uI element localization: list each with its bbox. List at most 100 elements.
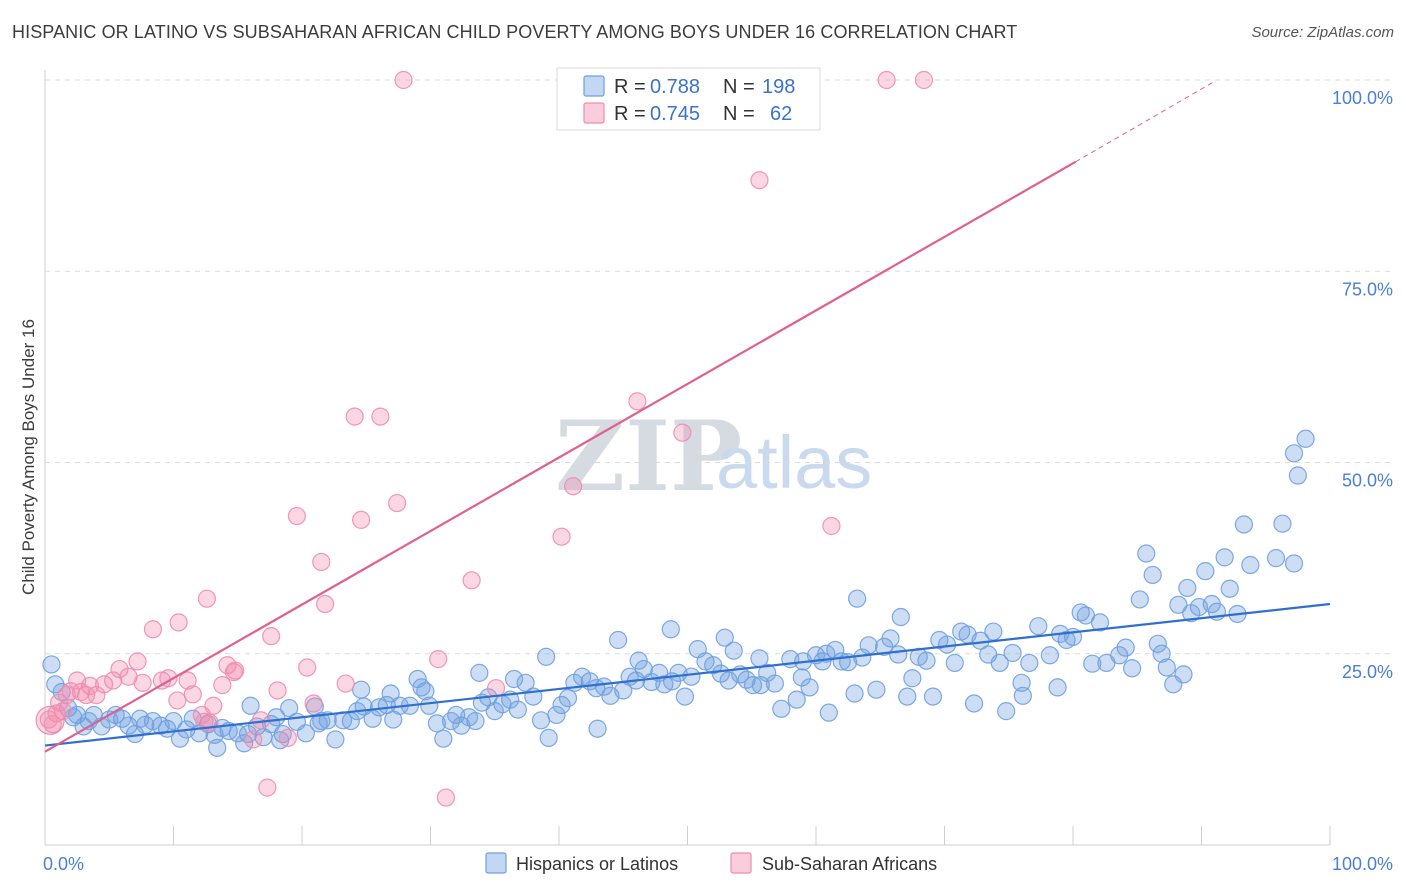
y-tick-label: 25.0% (1342, 662, 1393, 682)
data-point (859, 636, 878, 655)
data-point (312, 711, 331, 731)
data-point (1020, 653, 1039, 673)
data-point (238, 724, 258, 744)
x-tick-label-min: 0.0% (43, 854, 84, 874)
data-point (371, 407, 390, 426)
data-point (903, 669, 922, 688)
data-point (537, 647, 556, 666)
data-point (104, 671, 123, 690)
legend-swatch-hispanic (485, 852, 507, 874)
data-point (719, 671, 738, 690)
data-point (1071, 603, 1090, 622)
data-point (241, 696, 260, 715)
series-legend: Hispanics or Latinos Sub-Saharan African… (485, 852, 937, 874)
legend-swatch-blue (583, 75, 605, 97)
data-point (345, 407, 364, 426)
legend-n-value-1: 198 (762, 76, 795, 98)
data-point (787, 690, 806, 709)
legend-n-label-2: N = (723, 103, 755, 125)
legend-label-subsaharan: Sub-Saharan Africans (762, 854, 937, 874)
data-point (673, 423, 692, 442)
trend-lines (44, 81, 1331, 753)
data-point (112, 709, 132, 728)
data-point (213, 676, 232, 695)
data-point (964, 694, 984, 713)
data-point (1123, 659, 1142, 678)
data-point (750, 649, 769, 668)
data-point (898, 687, 917, 706)
data-point (1178, 578, 1197, 598)
data-point (466, 711, 485, 731)
data-point (609, 630, 628, 650)
data-point (244, 730, 263, 749)
data-point (1273, 514, 1292, 533)
legend-r-value-2: 0.745 (650, 103, 700, 125)
axes (44, 70, 1331, 846)
data-point-cluster (35, 705, 65, 735)
data-point (164, 711, 183, 731)
data-point (1012, 673, 1031, 692)
data-point (682, 667, 701, 686)
data-point (628, 392, 647, 411)
data-point (133, 673, 152, 692)
legend-r-label-1: R = (614, 76, 646, 98)
data-point (1143, 565, 1162, 585)
data-point (531, 711, 551, 730)
data-point (71, 682, 91, 702)
data-point (208, 738, 227, 757)
data-point (268, 681, 287, 700)
data-point (296, 724, 315, 743)
data-point (564, 477, 583, 496)
tick-labels: 25.0% 50.0% 75.0% 100.0% 0.0% 100.0% (43, 88, 1393, 874)
data-point (309, 714, 328, 733)
data-point (1116, 638, 1135, 657)
data-point (258, 778, 277, 797)
data-point (1048, 678, 1067, 697)
data-point (508, 700, 527, 719)
data-point (326, 730, 345, 749)
data-point (547, 705, 566, 725)
data-point (226, 661, 245, 680)
y-tick-label: 75.0% (1342, 279, 1393, 299)
data-point (881, 629, 900, 648)
legend-n-value-2: 62 (770, 103, 792, 125)
data-point (504, 669, 524, 689)
series-1-points (39, 70, 934, 807)
source-credit: Source: ZipAtlas.com (1251, 24, 1394, 41)
legend-r-label-2: R = (614, 103, 646, 125)
data-point (1174, 665, 1193, 684)
correlation-legend: R = 0.788 N = 198 R = 0.745 N = 62 (556, 67, 821, 131)
data-point (997, 702, 1016, 721)
data-point (43, 715, 62, 734)
data-point (312, 552, 331, 572)
data-point (914, 70, 934, 90)
data-point (42, 655, 61, 674)
data-point (1040, 646, 1059, 665)
data-point (724, 641, 743, 660)
data-point (917, 651, 936, 670)
data-point (1284, 554, 1304, 573)
data-point (765, 674, 784, 693)
data-point (588, 719, 607, 738)
data-point (1241, 555, 1260, 575)
gridlines (45, 79, 1395, 655)
data-point (1266, 549, 1286, 568)
legend-label-hispanic: Hispanics or Latinos (516, 854, 678, 874)
data-point (462, 571, 481, 590)
data-point (436, 788, 456, 807)
data-point (990, 653, 1009, 673)
data-point (923, 687, 943, 706)
data-point (845, 684, 864, 703)
data-point (1013, 686, 1032, 705)
watermark-zip: ZIP (555, 400, 742, 513)
data-point (1148, 634, 1167, 653)
data-point (629, 651, 648, 670)
data-point (197, 589, 217, 608)
data-point (178, 671, 197, 690)
data-point (95, 675, 114, 694)
data-point (661, 620, 680, 639)
data-point (304, 694, 323, 713)
data-point (262, 627, 281, 646)
data-point (298, 658, 317, 677)
